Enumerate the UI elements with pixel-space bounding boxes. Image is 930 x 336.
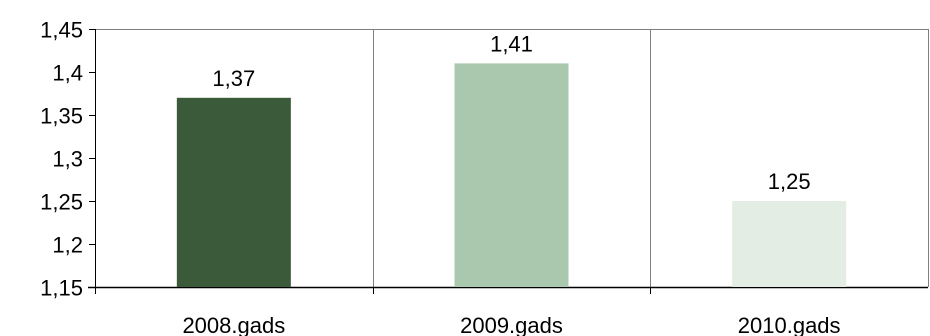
x-tick-label: 2010.gads — [738, 313, 841, 336]
bar — [176, 97, 291, 287]
bars — [176, 63, 847, 288]
labels: 1,37 2008.gads 1,41 2009.gads 1,25 2010.gads — [182, 31, 840, 336]
data-label: 1,41 — [490, 31, 533, 56]
bar — [732, 201, 847, 287]
data-label: 1,37 — [212, 66, 255, 91]
y-tick-label: 1,3 — [52, 147, 83, 172]
y-tick-label: 1,2 — [52, 233, 83, 258]
y-tick-label: 1,45 — [40, 18, 83, 43]
y-tick-label: 1,25 — [40, 190, 83, 215]
axes: 1,15 1,2 1,25 1,3 1,35 1,4 1,45 — [40, 18, 928, 301]
y-tick-label: 1,4 — [52, 61, 83, 86]
grid — [95, 29, 929, 287]
bar — [454, 63, 569, 288]
y-tick-label: 1,35 — [40, 104, 83, 129]
x-tick-label: 2008.gads — [182, 313, 285, 336]
data-label: 1,25 — [768, 169, 811, 194]
x-tick-label: 2009.gads — [460, 313, 563, 336]
y-tick-label: 1,15 — [40, 276, 83, 301]
